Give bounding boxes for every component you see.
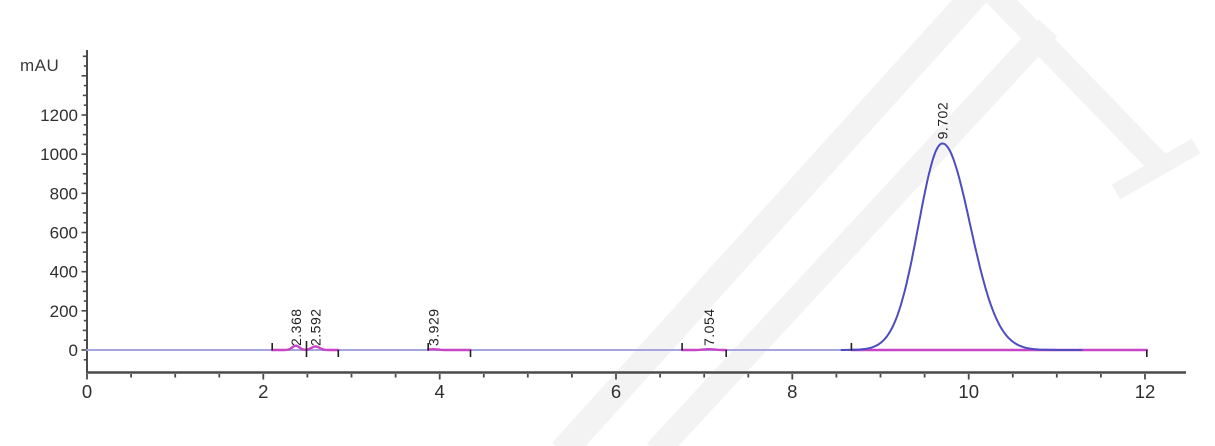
y-axis-unit-label: mAU — [20, 56, 60, 75]
x-tick-label: 0 — [82, 381, 92, 402]
x-tick-label: 8 — [787, 381, 797, 402]
peak-rt-label: 3.929 — [425, 308, 441, 346]
watermark — [551, 0, 1201, 446]
y-tick-label: 0 — [69, 341, 78, 360]
peak-rt-label: 7.054 — [701, 308, 717, 346]
integration-boundary-ticks — [271, 341, 1148, 357]
watermark-stroke — [1111, 138, 1201, 200]
y-tick-label: 200 — [50, 302, 78, 321]
y-tick-label: 800 — [50, 184, 78, 203]
x-axis-ticks — [86, 374, 1146, 380]
watermark-stroke — [551, 0, 989, 446]
integration-baseline — [271, 344, 340, 352]
y-tick-label: 400 — [50, 263, 78, 282]
x-tick-label: 6 — [611, 381, 621, 402]
x-tick-label: 4 — [435, 381, 445, 402]
y-tick-label: 600 — [50, 224, 78, 243]
integration-baseline — [680, 348, 728, 352]
x-tick-label: 2 — [258, 381, 268, 402]
peak-labels: 2.368 2.592 3.929 7.054 9.702 — [288, 102, 951, 346]
axes: 0 200 400 600 800 1000 1200 0 2 4 6 8 10 12 — [40, 50, 1186, 402]
integration-layer — [271, 344, 1148, 352]
y-axis-ticks — [81, 55, 86, 361]
peak-rt-label: 2.368 — [288, 308, 304, 346]
y-tick-label: 1000 — [40, 145, 78, 164]
x-tick-label: 10 — [958, 381, 979, 402]
watermark-stroke — [646, 19, 1058, 446]
y-tick-label: 1200 — [40, 106, 78, 125]
integration-baseline — [427, 348, 472, 352]
watermark-stroke — [983, 0, 1167, 172]
x-tick-label: 12 — [1135, 381, 1156, 402]
peak-rt-label: 9.702 — [934, 102, 950, 140]
main-peak-curve — [840, 142, 1083, 351]
peak-rt-label: 2.592 — [308, 308, 324, 346]
